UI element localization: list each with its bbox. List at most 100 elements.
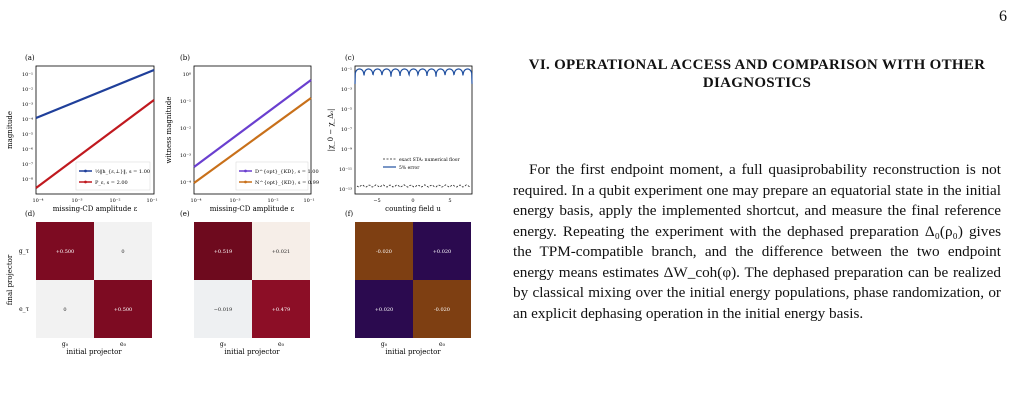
tick-label: 10⁻¹ (341, 67, 352, 73)
tick-label: 0 (411, 198, 414, 204)
legend-marker (84, 169, 87, 173)
heatmap-cell-e-0-0 (194, 222, 252, 280)
heatmap-ytick: g_τ (19, 248, 30, 255)
heatmap-ytick: e_τ (19, 306, 30, 313)
tick-label: −5 (373, 198, 380, 204)
heatmap-cell-d-1-0 (36, 280, 94, 338)
series-line-b-0 (193, 79, 312, 168)
heatmap-value: +0.519 (214, 249, 233, 255)
tick-label: 10⁻² (267, 198, 278, 204)
tick-label: 10⁻³ (341, 87, 352, 93)
panel-a-ylabel: magnitude (6, 111, 14, 149)
figure: (a) 10⁻¹ 10⁻² 10⁻³ 10⁻⁴ 10⁻⁵ 10⁻⁶ 10⁻⁷ 1… (0, 40, 500, 402)
tick-label: 10⁻⁸ (22, 177, 33, 183)
heatmap-cell-e-1-1 (252, 280, 310, 338)
section-body: For the first endpoint moment, a full qu… (513, 160, 1001, 324)
tick-label: 10⁻¹ (146, 198, 157, 204)
heatmap-value: +0.500 (114, 307, 133, 313)
tick-label: 10⁻³ (229, 198, 240, 204)
heatmap-xtick: e₀ (439, 341, 446, 348)
heatmap-cell-f-0-0 (355, 222, 413, 280)
tick-label: 10⁻⁴ (180, 180, 191, 186)
series-line-a-0 (35, 68, 155, 120)
panel-a-axes (35, 65, 155, 195)
legend-label-c-1: 5% error (399, 165, 420, 171)
heatmap-cell-f-1-0 (355, 280, 413, 338)
section-title: VI. OPERATIONAL ACCESS AND COMPARISON WI… (528, 57, 986, 91)
figure-svg: (a) 10⁻¹ 10⁻² 10⁻³ 10⁻⁴ 10⁻⁵ 10⁻⁶ 10⁻⁷ 1… (6, 54, 473, 356)
legend-label-c-0: exact STA: numerical floor (399, 157, 460, 163)
legend-label-b-1: N^{opt}_{KD}, s = 0.99 (255, 179, 319, 186)
heatmap-value: 0 (121, 249, 124, 255)
panel-label-f: (f) (345, 210, 353, 218)
panel-label-e: (e) (180, 210, 190, 218)
tick-label: 10⁻³ (71, 198, 82, 204)
legend-label-b-0: D^{opt}_{KD}, s = 1.00 (255, 168, 319, 175)
tick-label: 5 (448, 198, 451, 204)
heatmap-value: -0.020 (376, 249, 392, 255)
tick-label: 10⁻⁵ (22, 132, 33, 138)
legend-marker (84, 180, 87, 184)
tick-label: 10⁻¹³ (339, 187, 352, 193)
heatmap-e: +0.519 +0.021 −0.019 +0.479 (194, 222, 310, 338)
panel-c-axes (354, 65, 473, 195)
panel-e-xlabel: initial projector (224, 348, 280, 356)
heatmap-cell-e-0-1 (252, 222, 310, 280)
heatmap-value: +0.021 (272, 249, 291, 255)
tick-label: 10⁻⁵ (341, 107, 352, 113)
heatmap-d: +0.500 0 0 +0.500 (36, 222, 152, 338)
tick-label: 10⁻² (180, 126, 191, 132)
heatmap-xtick: g₀ (220, 341, 227, 348)
series-line-a-1 (35, 99, 155, 189)
heatmap-value: −0.019 (214, 307, 233, 313)
heatmap-xtick: g₀ (381, 341, 388, 348)
heatmap-cell-d-0-1 (94, 222, 152, 280)
heatmap-xtick: e₀ (278, 341, 285, 348)
panel-a-xticks: 10⁻⁴ 10⁻³ 10⁻² 10⁻¹ (32, 198, 157, 204)
panel-d-xlabel: initial projector (66, 348, 122, 356)
heatmap-f: -0.020 +0.020 +0.020 -0.020 (355, 222, 471, 338)
panel-label-c: (c) (345, 54, 355, 62)
panel-label-a: (a) (25, 54, 35, 62)
panel-b-yticks: 10⁰ 10⁻¹ 10⁻² 10⁻³ 10⁻⁴ (180, 72, 191, 186)
panel-c-xlabel: counting field u (385, 205, 441, 213)
tick-label: 10⁻² (109, 198, 120, 204)
panel-d-ylabel: final projector (6, 254, 14, 305)
panel-label-b: (b) (180, 54, 190, 62)
panel-b-axes (193, 65, 312, 195)
series-line-b-1 (193, 97, 312, 184)
heatmap-cell-e-1-0 (194, 280, 252, 338)
heatmap-cell-d-1-1 (94, 280, 152, 338)
legend-label-a-0: ½‖h_{ε,⊥}‖, s = 1.00 (95, 168, 150, 175)
tick-label: 10⁻¹ (180, 99, 191, 105)
tick-label: 10⁻¹ (303, 198, 314, 204)
legend-label-a-1: P_ε, s = 2.00 (95, 180, 128, 186)
heatmap-cell-f-0-1 (413, 222, 471, 280)
panel-b-xlabel: missing-CD amplitude ε (210, 205, 295, 213)
heatmap-value: +0.020 (375, 307, 394, 313)
tick-label: 10⁻³ (22, 102, 33, 108)
tick-label: 10⁻¹ (22, 72, 33, 78)
tick-label: 10⁻⁷ (22, 162, 33, 168)
legend-marker (244, 169, 247, 173)
panel-b-xticks: 10⁻⁴ 10⁻³ 10⁻² 10⁻¹ (190, 198, 314, 204)
heatmap-value: 0 (63, 307, 66, 313)
series-line-c-error (354, 68, 473, 85)
heatmap-cell-f-1-1 (413, 280, 471, 338)
tick-label: 10⁻³ (180, 153, 191, 159)
tick-label: 10⁻⁷ (341, 127, 352, 133)
heatmap-value: +0.500 (56, 249, 75, 255)
heatmap-xtick: e₀ (120, 341, 127, 348)
tick-label: 10⁻² (22, 87, 33, 93)
panel-c-yticks: 10⁻¹ 10⁻³ 10⁻⁵ 10⁻⁷ 10⁻⁹ 10⁻¹¹ 10⁻¹³ (339, 67, 352, 193)
panel-a-legend: ½‖h_{ε,⊥}‖, s = 1.00 P_ε, s = 2.00 (75, 161, 151, 191)
panel-a-xlabel: missing-CD amplitude ε (53, 205, 138, 213)
tick-label: 10⁻¹¹ (339, 167, 352, 173)
heatmap-value: -0.020 (434, 307, 450, 313)
paragraph: For the first endpoint moment, a full qu… (513, 161, 1001, 322)
tick-label: 10⁻⁹ (341, 147, 352, 153)
panel-label-d: (d) (25, 210, 35, 218)
tick-label: 10⁻⁶ (22, 147, 33, 153)
tick-label: 10⁻⁴ (22, 117, 33, 123)
tick-label: 10⁻⁴ (190, 198, 201, 204)
